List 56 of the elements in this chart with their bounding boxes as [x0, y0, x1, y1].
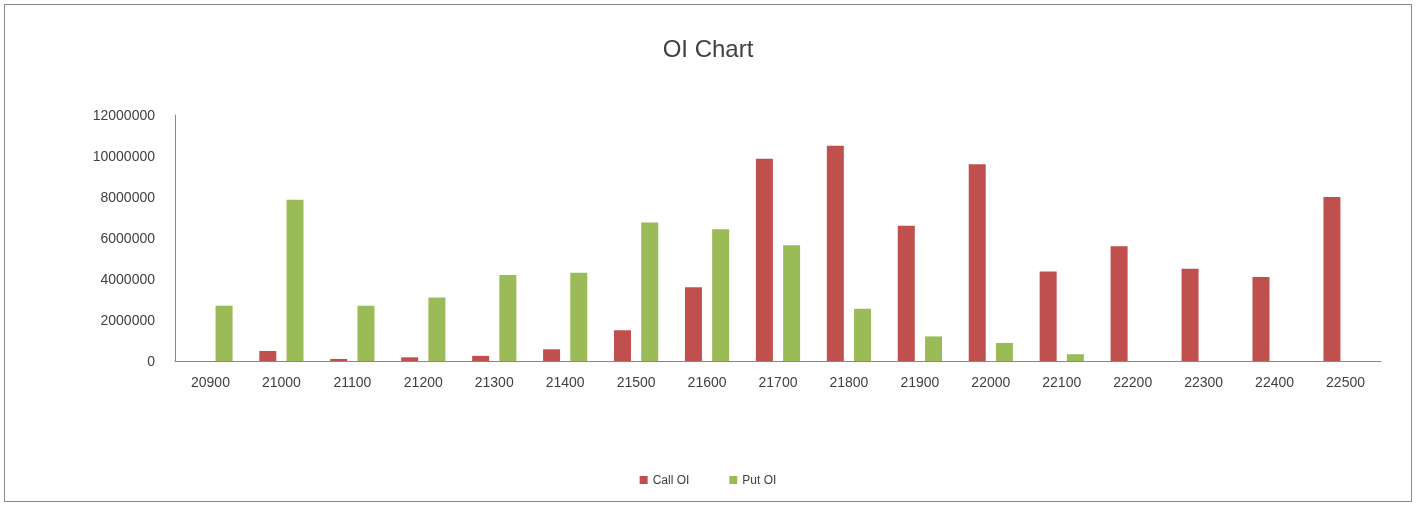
bar: [1252, 276, 1270, 361]
bar: [641, 222, 659, 361]
x-tick-label: 21400: [545, 374, 585, 390]
bar: [286, 199, 304, 361]
x-tick-label: 22400: [1255, 374, 1295, 390]
x-tick-label: 21700: [758, 374, 798, 390]
x-tick-label: 21100: [333, 374, 372, 390]
x-tick-label: 21800: [829, 374, 869, 390]
bar: [924, 336, 942, 361]
y-tick-label: 0: [147, 353, 156, 369]
x-tick-label: 22200: [1113, 374, 1153, 390]
bar: [1066, 354, 1084, 361]
bar: [570, 272, 588, 361]
x-tick-label: 21200: [403, 374, 443, 390]
bar: [428, 297, 446, 361]
bar: [357, 305, 375, 361]
bar: [897, 225, 915, 361]
x-tick-label: 22500: [1326, 374, 1366, 390]
y-tick-label: 6000000: [100, 230, 156, 246]
bar: [854, 308, 872, 361]
bar: [1110, 246, 1128, 361]
x-tick-label: 21000: [261, 374, 302, 390]
x-tick-label: 20900: [191, 374, 231, 390]
y-tick-label: 2000000: [100, 312, 156, 328]
bar: [614, 330, 632, 361]
bar: [1181, 268, 1199, 361]
y-tick-label: 8000000: [100, 189, 156, 205]
x-tick-label: 21600: [687, 374, 727, 390]
legend-label: Put OI: [742, 473, 777, 487]
x-tick-label: 21500: [616, 374, 656, 390]
legend-label: Call OI: [652, 473, 690, 487]
x-tick-label: 22100: [1042, 374, 1082, 390]
x-tick-label: 21900: [900, 374, 940, 390]
bar: [472, 355, 490, 361]
bar: [1323, 197, 1341, 361]
x-tick-label: 22300: [1184, 374, 1224, 390]
bar: [543, 349, 561, 361]
bar: [499, 274, 517, 361]
y-tick-label: 12000000: [92, 107, 156, 123]
chart-title: OI Chart: [662, 34, 754, 62]
bar: [401, 357, 419, 361]
x-tick-label: 21300: [474, 374, 514, 390]
bar: [215, 305, 233, 361]
x-tick-label: 22000: [971, 374, 1011, 390]
bar: [259, 350, 277, 361]
bar: [330, 358, 348, 361]
bar: [995, 342, 1013, 361]
bar: [712, 229, 730, 361]
bar: [783, 245, 801, 361]
y-tick-label: 4000000: [100, 271, 156, 287]
bar: [826, 145, 844, 361]
y-tick-label: 10000000: [92, 148, 156, 164]
bar: [755, 158, 773, 361]
bar: [1039, 271, 1057, 361]
bar: [968, 164, 986, 361]
bar: [684, 287, 702, 361]
